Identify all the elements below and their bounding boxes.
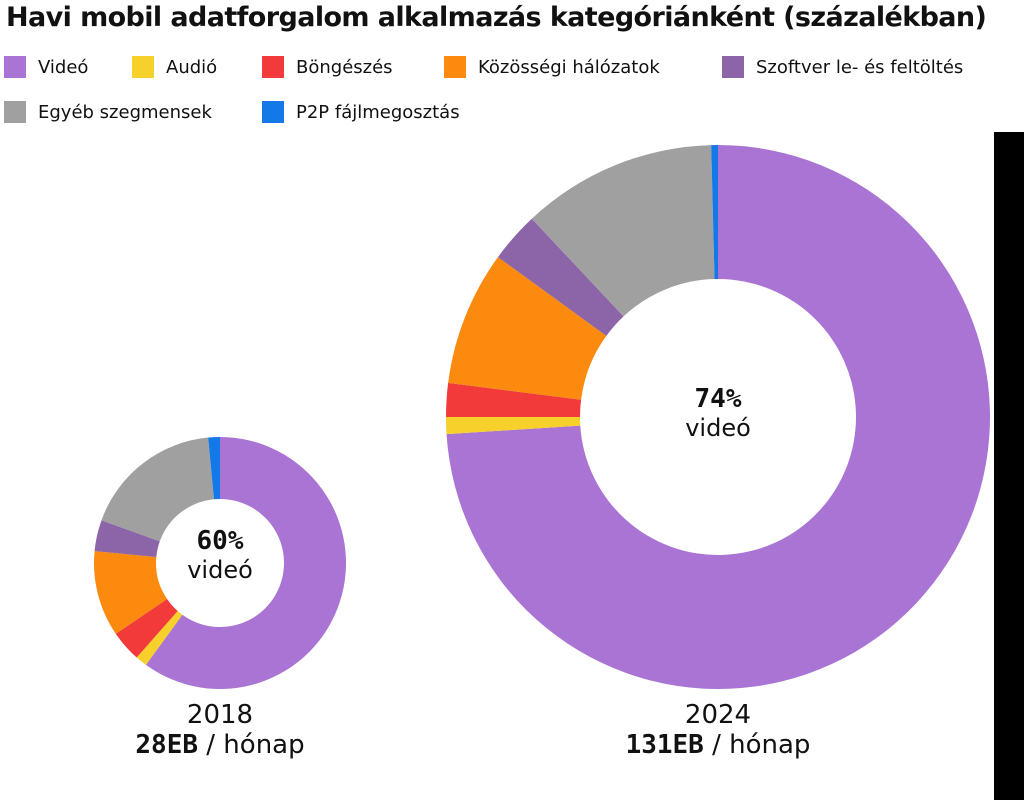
donut-2024-center-label: 74% videó xyxy=(648,384,788,442)
slice-2018-audio xyxy=(136,611,183,665)
legend-swatch-p2p xyxy=(262,101,284,123)
donut-2018-center-pct: 60% xyxy=(196,526,244,556)
legend-item-social: Közösségi hálózatok xyxy=(444,54,660,80)
donut-2018-volume-unit: / hónap xyxy=(206,730,305,760)
legend-item-p2p: P2P fájlmegosztás xyxy=(262,99,460,125)
slice-2024-software xyxy=(497,218,624,336)
donut-2024 xyxy=(446,145,990,689)
slice-2018-video xyxy=(145,437,346,690)
legend-swatch-browsing xyxy=(262,56,284,78)
legend-label-browsing: Böngészés xyxy=(296,56,393,78)
legend-label-social: Közösségi hálózatok xyxy=(478,56,660,78)
slice-2018-other xyxy=(101,437,214,542)
slice-2024-video xyxy=(446,145,990,689)
donut-2018-volume-value: 28EB xyxy=(135,730,199,760)
legend-label-p2p: P2P fájlmegosztás xyxy=(296,101,460,123)
legend-swatch-other xyxy=(4,101,26,123)
right-edge-bar xyxy=(994,132,1024,800)
donut-2018-volume: 28EB / hónap xyxy=(100,730,340,760)
legend-label-software: Szoftver le- és feltöltés xyxy=(756,56,964,78)
legend-item-software: Szoftver le- és feltöltés xyxy=(722,54,963,80)
donut-2024-volume-value: 131EB xyxy=(625,730,704,760)
legend-swatch-social xyxy=(444,56,466,78)
slice-2024-p2p xyxy=(711,145,718,280)
donut-2018-center-word: videó xyxy=(187,556,253,584)
legend-label-other: Egyéb szegmensek xyxy=(38,101,212,123)
slice-2024-audio xyxy=(446,417,581,435)
slice-2018-browsing xyxy=(115,598,178,658)
slice-2018-p2p xyxy=(208,437,220,500)
slice-2018-social xyxy=(94,551,168,634)
legend-swatch-software xyxy=(722,56,744,78)
donut-2024-center-pct: 74% xyxy=(694,384,742,414)
legend-swatch-video xyxy=(4,56,26,78)
legend-swatch-audio xyxy=(132,56,154,78)
donut-2024-volume: 131EB / hónap xyxy=(578,730,858,760)
slice-2024-social xyxy=(448,257,607,400)
donut-2024-year: 2024 xyxy=(684,700,752,730)
donut-2018-caption: 2018 28EB / hónap xyxy=(100,700,340,760)
slice-2024-browsing xyxy=(446,382,582,417)
legend-item-other: Egyéb szegmensek xyxy=(4,99,212,125)
donut-2018-year: 2018 xyxy=(186,700,254,730)
slice-2018-software xyxy=(94,520,160,557)
legend-item-audio: Audió xyxy=(132,54,217,80)
legend: Videó Audió Böngészés Közösségi hálózato… xyxy=(0,0,1024,140)
chart-title: Havi mobil adatforgalom alkalmazás kateg… xyxy=(6,2,987,33)
legend-item-browsing: Böngészés xyxy=(262,54,393,80)
donut-2024-center-word: videó xyxy=(685,414,751,442)
donut-2018 xyxy=(94,437,346,690)
donut-2018-center-label: 60% videó xyxy=(150,526,290,584)
legend-label-audio: Audió xyxy=(166,56,218,78)
donut-2024-volume-unit: / hónap xyxy=(712,730,811,760)
donut-2024-caption: 2024 131EB / hónap xyxy=(578,700,858,760)
legend-item-video: Videó xyxy=(4,54,88,80)
slice-2024-other xyxy=(531,145,715,317)
legend-label-video: Videó xyxy=(38,56,89,78)
